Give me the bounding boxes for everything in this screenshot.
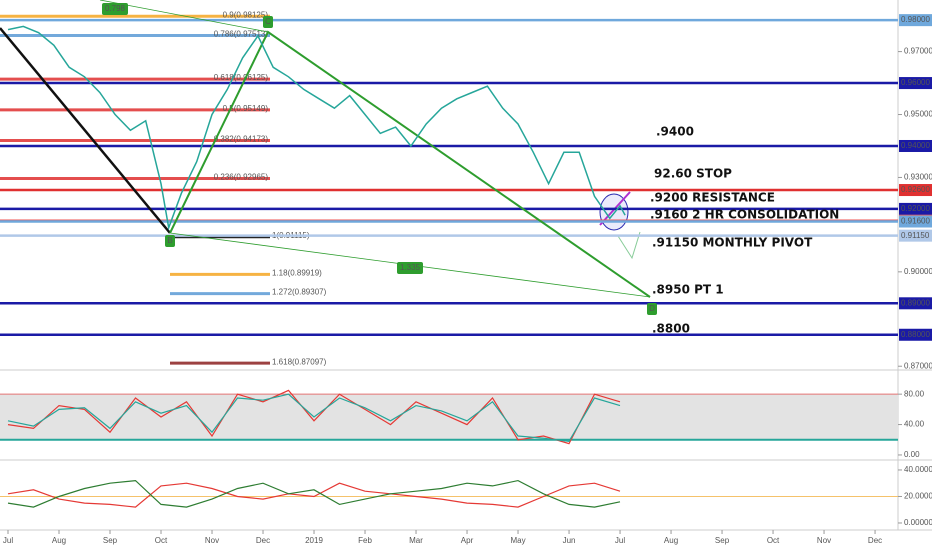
y-tick-label: 20.00000 (904, 492, 932, 501)
series-line (7, 389, 621, 445)
price-label-box (899, 215, 932, 228)
pattern-point-label: C (265, 17, 271, 26)
annotation: .9160 2 HR CONSOLIDATION (650, 208, 839, 222)
pattern-point-label: D (649, 304, 655, 313)
x-tick-label: Aug (52, 536, 66, 545)
y-tick-label: 0.95000 (904, 110, 932, 119)
y-tick-label: 80.00 (904, 389, 925, 398)
annotation: .8950 PT 1 (652, 283, 724, 297)
fib-label: 0.236(0.92965) (214, 173, 269, 182)
x-tick-label: Oct (155, 536, 168, 545)
fib-label: 0.618(0.96125) (214, 73, 269, 82)
series-line (7, 482, 621, 508)
x-tick-label: Jul (3, 536, 13, 545)
annotation: .8800 (652, 322, 690, 336)
price-label-box (899, 184, 932, 197)
series-line (7, 393, 621, 442)
ratio-box (102, 3, 128, 15)
price-label: 0.92000 (901, 204, 930, 213)
annotation: .9400 (656, 125, 694, 139)
x-tick-label: Sep (715, 536, 730, 545)
price-label: 0.88000 (901, 330, 930, 339)
series-line (7, 25, 626, 231)
pattern-leg (0, 27, 171, 234)
fib-label: 0.382(0.94173) (214, 135, 269, 144)
price-label: 0.96000 (901, 78, 930, 87)
y-tick-label: 0.00 (904, 450, 920, 459)
y-tick-label: 0.93000 (904, 173, 932, 182)
x-tick-label: Dec (256, 536, 270, 545)
price-label-box (899, 297, 932, 310)
y-tick-label: 40.00000 (904, 465, 932, 474)
ratio-label: 1.335 (400, 263, 421, 272)
x-tick-label: Oct (767, 536, 780, 545)
price-label-box (899, 139, 932, 152)
y-tick-label: 40.00 (904, 420, 925, 429)
annotation: .91150 MONTHLY PIVOT (652, 236, 813, 250)
x-tick-label: Nov (817, 536, 831, 545)
pattern-point-box (263, 16, 273, 28)
price-label: 0.91600 (901, 217, 930, 226)
fib-label: 1.18(0.89919) (272, 268, 322, 277)
price-label: 0.98000 (901, 15, 930, 24)
x-tick-label: Feb (358, 536, 372, 545)
annotation: .9200 RESISTANCE (650, 191, 775, 205)
price-label: 0.94000 (901, 141, 930, 150)
price-label-box (899, 202, 932, 215)
price-label-box (899, 77, 932, 90)
x-tick-label: Jun (563, 536, 576, 545)
fib-label: 0.5(0.95149) (223, 104, 269, 113)
x-tick-label: Nov (205, 536, 219, 545)
x-tick-label: Mar (409, 536, 423, 545)
series-line (7, 479, 621, 508)
x-tick-label: Apr (461, 536, 474, 545)
price-label: 0.89000 (901, 298, 930, 307)
price-label: 0.91150 (901, 231, 930, 240)
pattern-point-label: B (167, 236, 172, 245)
y-tick-label: 0.90000 (904, 267, 932, 276)
y-tick-label: 0.00000 (904, 518, 932, 527)
x-tick-label: 2019 (305, 536, 323, 545)
x-tick-label: Jul (615, 536, 625, 545)
fib-label: 1.618(0.87097) (272, 357, 327, 366)
price-label-box (899, 229, 932, 242)
price-label-box (899, 328, 932, 341)
pattern-point-box (165, 235, 175, 247)
price-label: 0.92600 (901, 185, 930, 194)
y-tick-label: 0.87000 (904, 361, 932, 370)
ratio-box (397, 262, 423, 274)
fib-label: 1.272(0.89307) (272, 288, 327, 297)
projection-arrow (617, 231, 641, 260)
price-label-box (899, 14, 932, 27)
fib-label: 0.786(0.97513) (214, 30, 269, 39)
x-tick-label: Aug (664, 536, 678, 545)
y-tick-label: 0.97000 (904, 47, 932, 56)
pattern-point-box (647, 303, 657, 315)
ratio-label: 0.798 (105, 4, 126, 13)
x-tick-label: May (510, 536, 525, 545)
annotation: 92.60 STOP (654, 167, 732, 181)
x-tick-label: Sep (103, 536, 118, 545)
x-tick-label: Dec (868, 536, 882, 545)
fib-label: 0.9(0.98125) (223, 10, 269, 19)
